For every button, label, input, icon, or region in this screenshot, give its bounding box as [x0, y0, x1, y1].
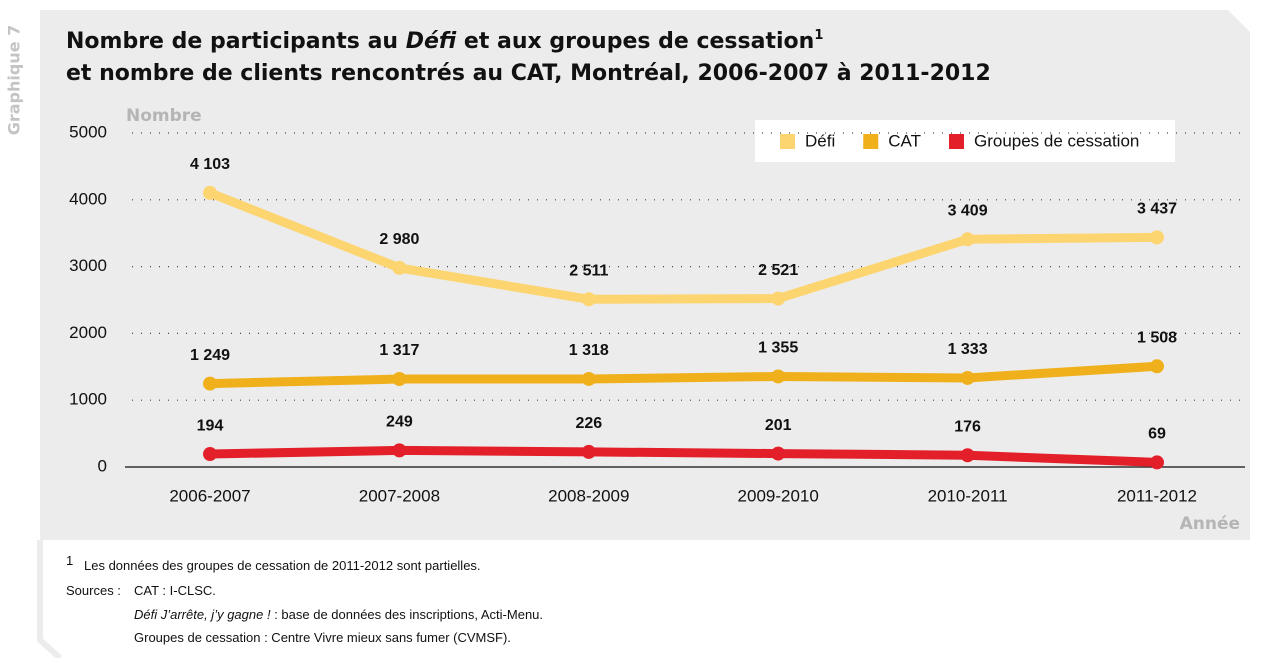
y-tick-label: 4000	[69, 189, 107, 208]
point	[203, 185, 217, 200]
data-label: 2 980	[379, 231, 419, 248]
source-part: : base de données des inscriptions, Acti…	[271, 607, 543, 622]
footnote: Les données des groupes de cessation de …	[84, 558, 481, 573]
data-label: 1 317	[379, 342, 419, 359]
source: CAT : I-CLSC.	[134, 583, 216, 598]
x-tick-label: 2009-2010	[738, 486, 819, 505]
x-tick-label: 2006-2007	[169, 486, 250, 505]
source-part: Défi J’arrête, j’y gagne !	[134, 607, 271, 622]
point	[960, 232, 975, 247]
x-tick-label: 2007-2008	[359, 486, 440, 505]
data-label: 1 508	[1137, 329, 1177, 346]
side-label: Graphique 7	[5, 25, 24, 136]
data-label: 249	[386, 414, 413, 431]
sources-label: Sources :	[66, 583, 121, 598]
point	[1150, 359, 1164, 374]
data-label: 226	[575, 415, 602, 432]
data-label: 1 318	[569, 342, 609, 359]
x-tick-label: 2008-2009	[548, 486, 629, 505]
point	[1150, 230, 1164, 245]
point	[960, 448, 975, 463]
series-line	[205, 361, 1162, 389]
title-part: Défi	[406, 29, 457, 54]
data-label: 1 333	[948, 341, 988, 358]
point	[771, 369, 786, 384]
point	[581, 444, 596, 459]
data-label: 3 437	[1137, 201, 1177, 218]
source: Groupes de cessation : Centre Vivre mieu…	[134, 630, 511, 645]
title-part: Nombre de participants au	[66, 29, 406, 54]
x-tick-label: 2010-2011	[928, 486, 1008, 505]
point	[771, 291, 786, 306]
point	[1150, 455, 1164, 470]
title-superscript: 1	[814, 28, 823, 43]
title-part: et aux groupes de cessation	[456, 29, 814, 54]
point	[392, 443, 407, 458]
point	[203, 376, 217, 391]
panel-edge	[37, 540, 63, 658]
series-line	[205, 445, 1162, 467]
data-label: 201	[765, 417, 792, 434]
y-tick-label: 0	[98, 456, 107, 475]
legend-swatch	[863, 134, 879, 149]
legend-label: Groupes de cessation	[974, 131, 1139, 150]
legend-swatch	[780, 134, 795, 149]
chart-title: Nombre de participants au Défi et aux gr…	[66, 28, 823, 54]
footnote-marker: 1	[66, 553, 73, 568]
legend-label: CAT	[888, 131, 921, 150]
data-label: 2 511	[569, 262, 608, 279]
point	[203, 447, 217, 462]
data-label: 4 103	[190, 156, 230, 173]
x-axis-label: Année	[1180, 514, 1240, 534]
data-label: 176	[954, 418, 981, 435]
source: Défi J’arrête, j’y gagne ! : base de don…	[134, 607, 543, 622]
data-label: 1 249	[190, 347, 230, 364]
chart-title: et nombre de clients rencontrés au CAT, …	[66, 61, 991, 86]
y-tick-label: 3000	[69, 256, 107, 275]
data-label: 3 409	[948, 202, 988, 219]
point	[581, 292, 596, 307]
y-tick-label: 2000	[69, 323, 107, 342]
data-label: 69	[1148, 426, 1166, 443]
data-label: 2 521	[758, 262, 798, 279]
data-label: 1 355	[758, 340, 798, 357]
point	[960, 370, 975, 385]
y-axis-label: Nombre	[126, 106, 202, 126]
legend-swatch	[948, 134, 964, 149]
y-tick-label: 1000	[69, 390, 107, 409]
point	[392, 260, 407, 275]
legend-box	[755, 120, 1175, 162]
x-tick-label: 2011-2012	[1117, 486, 1197, 505]
point	[392, 372, 407, 387]
y-tick-label: 5000	[69, 122, 107, 141]
point	[771, 446, 786, 461]
series-line	[205, 188, 1162, 304]
point	[581, 371, 596, 386]
legend-label: Défi	[805, 131, 835, 150]
data-label: 194	[197, 417, 224, 434]
